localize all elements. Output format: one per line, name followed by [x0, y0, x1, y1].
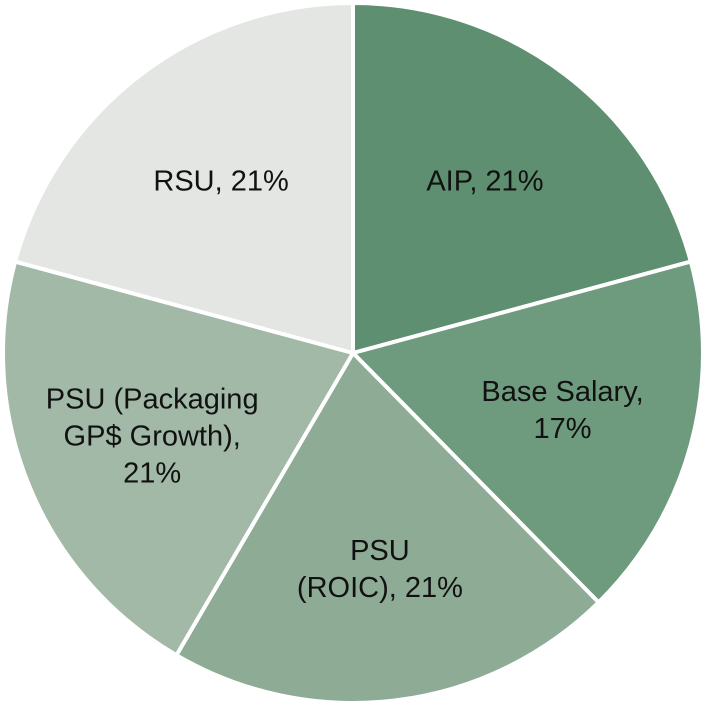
pie-label-line: PSU [350, 535, 410, 567]
pie-label-line: (ROIC), 21% [297, 572, 463, 604]
pie-label-rsu: RSU, 21% [153, 166, 288, 198]
pie-label-line: 17% [533, 413, 591, 445]
pie-slice-base-salary [349, 259, 706, 606]
pie-label-line: 21% [123, 457, 181, 489]
pie-slice-aip [351, 0, 694, 356]
pie-slice-psu-packaging-gp-growth [1, 259, 357, 658]
pie-slice-psu-roic [173, 349, 602, 705]
pie-label-aip: AIP, 21% [426, 166, 543, 198]
pie-label-line: RSU, 21% [153, 166, 288, 198]
pie-label-line: AIP, 21% [426, 166, 543, 198]
pie-label-line: PSU (Packaging [46, 383, 259, 415]
pie-label-line: Base Salary, [481, 376, 643, 408]
pie-label-base-salary: Base Salary, 17% [481, 376, 643, 445]
pie-slice-rsu [12, 0, 355, 356]
pie-label-psu-packaging-gp-growth: PSU (Packaging GP$ Growth), 21% [46, 383, 259, 489]
pie-label-psu-roic: PSU (ROIC), 21% [297, 535, 463, 604]
pie-labels: AIP, 21%Base Salary, 17%PSU (ROIC), 21%PSU… [46, 166, 644, 604]
pie-label-line: GP$ Growth), [64, 420, 241, 452]
